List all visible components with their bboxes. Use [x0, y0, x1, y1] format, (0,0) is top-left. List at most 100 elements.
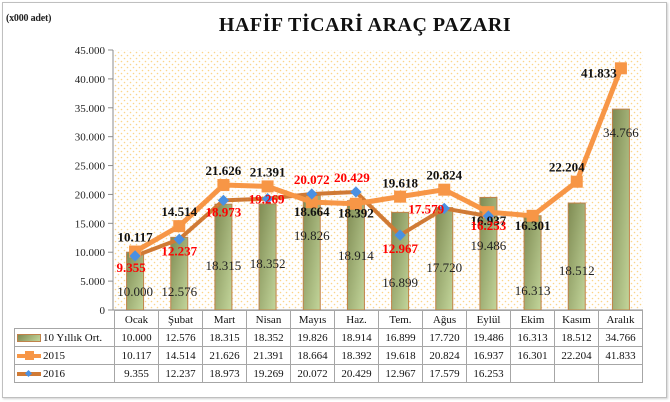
- label-2015: 19.618: [382, 176, 418, 191]
- table-header-row: Ocak Şubat Mart Nisan Mayıs Haz. Tem. Ağus Eylül…: [15, 310, 643, 329]
- bar-value-label: 18.914: [338, 248, 374, 263]
- table-row: 2016 9.355 12.237 18.973 19.269 20.072 20.429…: [14, 364, 643, 383]
- table-cell: 17.579: [422, 364, 467, 383]
- label-2016: 16.253: [471, 218, 507, 233]
- table-cell: 18.512: [554, 328, 599, 347]
- table-corner: [15, 311, 115, 329]
- table-cell: 18.973: [202, 364, 247, 383]
- table-header-cell: Şubat: [158, 310, 203, 329]
- marker-2015: [526, 209, 539, 222]
- table-cell: 16.899: [378, 328, 423, 347]
- marker-2015: [349, 197, 362, 210]
- marker-2015: [394, 190, 407, 203]
- table-cell: 18.392: [334, 346, 379, 365]
- table-cell: 20.824: [422, 346, 467, 365]
- marker-2016: [438, 202, 450, 215]
- marker-2016: [394, 229, 406, 241]
- table-cell: 20.429: [334, 364, 379, 383]
- label-2016: 19.269: [249, 192, 285, 207]
- table-header-cell: Ekim: [510, 310, 555, 329]
- table-cell: 41.833: [598, 346, 643, 365]
- y-tick-label: 45.000: [75, 45, 106, 57]
- table-cell: 21.391: [246, 346, 291, 365]
- table-header-cell: Aralık: [598, 310, 643, 329]
- table-header-cell: Eylül: [466, 310, 511, 329]
- marker-2015: [261, 180, 274, 193]
- label-2015: 18.664: [294, 204, 330, 219]
- table-cell: 10.117: [114, 346, 159, 365]
- table-cell: 16.253: [466, 364, 511, 383]
- table-header-cell: Mart: [202, 310, 247, 329]
- y-tick-label: 15.000: [75, 218, 106, 230]
- table-cell: 12.237: [158, 364, 203, 383]
- label-2016: 17.579: [408, 201, 444, 216]
- unit-label: (x000 adet): [6, 13, 52, 24]
- table-cell: 18.315: [202, 328, 247, 347]
- label-2015: 16.301: [515, 218, 551, 233]
- marker-2016: [306, 188, 318, 200]
- bar-value-label: 16.313: [515, 283, 551, 298]
- table-cell: 16.937: [466, 346, 511, 365]
- legend-label: 2015: [43, 349, 65, 362]
- table-cell: 10.000: [114, 328, 159, 347]
- bar-value-label: 18.315: [206, 258, 242, 273]
- table-cell: 20.072: [290, 364, 335, 383]
- label-2015: 41.833: [581, 65, 617, 80]
- label-2016: 12.237: [161, 243, 197, 258]
- label-2015: 21.391: [250, 164, 286, 179]
- bar-value-label: 16.899: [382, 275, 418, 290]
- table-header-cell: Mayıs: [290, 310, 335, 329]
- marker-2015: [217, 179, 230, 192]
- plot-area: [113, 50, 643, 310]
- marker-2016: [173, 233, 185, 245]
- table-header-cell: Kasım: [554, 310, 599, 329]
- y-tick-label: 25.000: [75, 161, 106, 173]
- marker-2015: [614, 62, 627, 75]
- bar-value-label: 19.826: [294, 228, 330, 243]
- table-cell: [554, 364, 599, 383]
- bar-value-label: 10.000: [117, 284, 153, 299]
- label-2016: 20.072: [294, 172, 330, 187]
- table-cell: 14.514: [158, 346, 203, 365]
- marker-2016: [350, 186, 362, 198]
- bar-value-label: 12.576: [161, 284, 197, 299]
- bar-10yr-avg: [391, 211, 410, 311]
- diamond-line-legend-icon: [17, 369, 41, 379]
- table-header-cell: Haz.: [334, 310, 379, 329]
- table-cell: 21.626: [202, 346, 247, 365]
- table-cell: 16.301: [510, 346, 555, 365]
- label-2015: 20.824: [426, 168, 462, 183]
- table-cell: 19.618: [378, 346, 423, 365]
- y-tick-label: 20.000: [75, 189, 106, 201]
- legend-2015: 2015: [14, 346, 115, 365]
- bar-value-label: 34.766: [603, 125, 639, 140]
- bar-10yr-avg: [435, 207, 454, 311]
- bar-value-label: 19.486: [471, 238, 507, 253]
- legend-label: 10 Yıllık Ort.: [43, 331, 103, 344]
- table-header-cell: Nisan: [246, 310, 291, 329]
- table-cell: 19.269: [246, 364, 291, 383]
- legend-label: 2016: [43, 367, 65, 380]
- y-tick-label: 0: [100, 305, 106, 317]
- table-cell: 16.313: [510, 328, 555, 347]
- legend-2016: 2016: [14, 364, 115, 383]
- y-tick-label: 40.000: [75, 74, 106, 86]
- table-row: 2015 10.117 14.514 21.626 21.391 18.664 18.39…: [14, 346, 643, 365]
- table-row: 10 Yıllık Ort. 10.000 12.576 18.315 18.352 1…: [14, 328, 643, 347]
- label-2015: 18.392: [338, 206, 374, 221]
- table-cell: [598, 364, 643, 383]
- bar-value-label: 18.512: [559, 263, 595, 278]
- table-cell: 12.967: [378, 364, 423, 383]
- label-2015: 22.204: [549, 160, 585, 175]
- marker-2015: [570, 175, 583, 188]
- table-cell: 34.766: [598, 328, 643, 347]
- label-2016: 20.429: [334, 170, 370, 185]
- chart-title: HAFİF TİCARİ ARAÇ PAZARI: [218, 14, 512, 36]
- bar-10yr-avg: [479, 196, 498, 311]
- table-cell: 19.826: [290, 328, 335, 347]
- y-tick-label: 5.000: [80, 276, 105, 288]
- label-2015: 10.117: [118, 230, 154, 245]
- table-header-cell: Ocak: [114, 310, 159, 329]
- table-cell: 19.486: [466, 328, 511, 347]
